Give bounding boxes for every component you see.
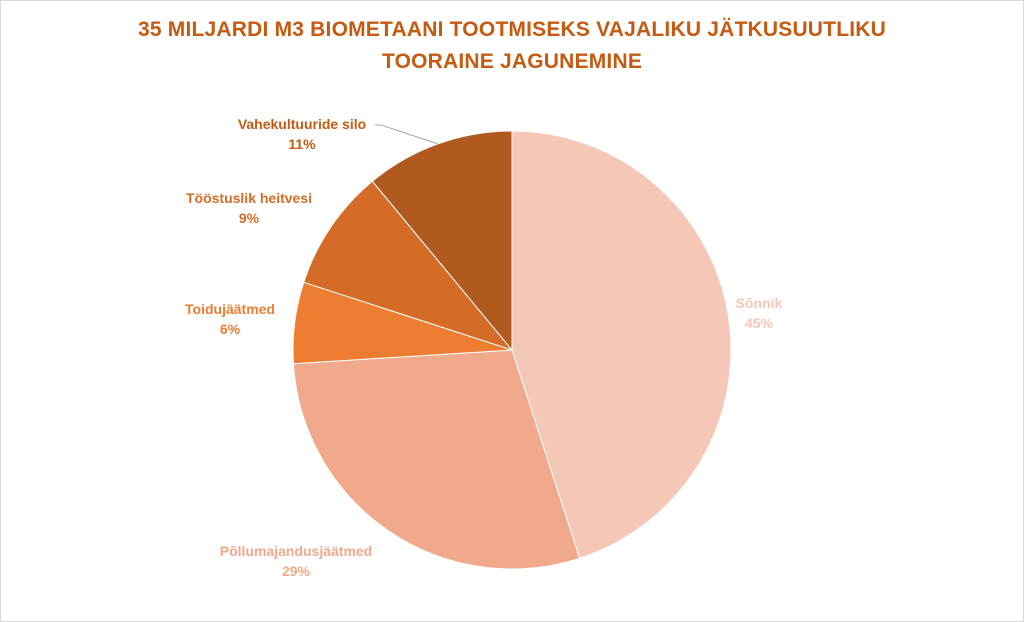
slice-label-name-3: Tööstuslik heitvesi xyxy=(186,190,312,206)
chart-title-line-1: 35 MILJARDI M3 BIOMETAANI TOOTMISEKS VAJ… xyxy=(137,18,886,41)
leader-lines xyxy=(375,124,438,145)
slice-label-name-1: Põllumajandusjäätmed xyxy=(220,543,372,559)
chart-title-line-2: TOORAINE JAGUNEMINE xyxy=(381,50,643,73)
pie-slice-0 xyxy=(511,130,732,559)
pie-slice-3 xyxy=(303,180,514,352)
slice-label-name-4: Vahekultuuride silo xyxy=(238,116,366,132)
slice-labels: Sõnnik 45% Põllumajandusjäätmed 29% Toidujää… xyxy=(185,116,783,579)
chart-title: 35 MILJARDI M3 BIOMETAANI TOOTMISEKS VAJ… xyxy=(0,14,1024,78)
slice-label-percent-1: 29% xyxy=(282,563,311,579)
slice-label-name-0: Sõnnik xyxy=(736,295,783,311)
slice-label-percent-0: 45% xyxy=(745,315,774,331)
pie-slices xyxy=(292,130,732,570)
leader-line-4 xyxy=(375,124,438,145)
slice-label-percent-2: 6% xyxy=(220,321,241,337)
pie-slice-4 xyxy=(371,130,513,352)
pie-slice-1 xyxy=(292,349,581,570)
slice-label-percent-4: 11% xyxy=(288,136,316,152)
slice-label-name-2: Toidujäätmed xyxy=(185,301,275,317)
slice-label-percent-3: 9% xyxy=(239,210,260,226)
